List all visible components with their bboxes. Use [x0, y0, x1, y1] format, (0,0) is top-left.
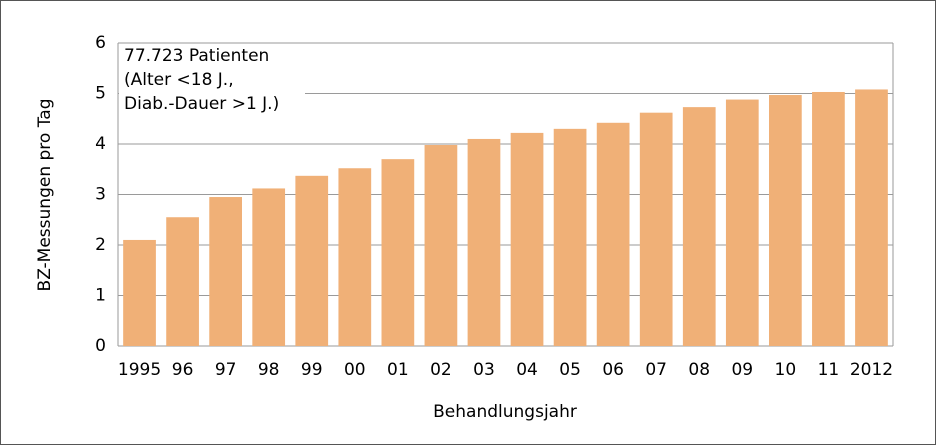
bar [252, 188, 286, 346]
bar [338, 168, 372, 346]
x-tick-label: 09 [731, 360, 753, 380]
annotation-box [119, 44, 305, 120]
y-tick-label: 2 [95, 235, 106, 255]
x-tick-label: 10 [775, 360, 797, 380]
x-tick-label: 00 [344, 360, 366, 380]
x-tick-label: 03 [473, 360, 495, 380]
x-tick-label: 04 [516, 360, 538, 380]
bar [123, 239, 156, 346]
bar [209, 197, 242, 346]
x-tick-label: 08 [688, 360, 710, 380]
y-tick-label: 5 [95, 84, 106, 104]
x-tick-label: 11 [818, 360, 840, 380]
bar [424, 145, 458, 346]
bar [166, 217, 199, 346]
x-tick-label: 05 [559, 360, 581, 380]
y-tick-label: 1 [95, 286, 106, 306]
y-tick-label: 0 [95, 336, 106, 356]
bar [295, 175, 329, 346]
x-tick-label: 1995 [118, 360, 161, 380]
annotation: Diab.-Dauer >1 J.) [124, 94, 279, 114]
x-tick-label: 99 [301, 360, 323, 380]
y-tick-label: 6 [95, 33, 106, 53]
bar [725, 99, 759, 346]
bar [682, 107, 716, 346]
bar [855, 89, 888, 347]
x-tick-label: 02 [430, 360, 452, 380]
x-axis-label: Behandlungsjahr [433, 402, 577, 422]
bar [467, 138, 501, 346]
y-tick-label: 3 [95, 185, 106, 205]
x-tick-label: 07 [645, 360, 667, 380]
bar [769, 95, 802, 346]
x-tick-label: 06 [602, 360, 624, 380]
annotation: 77.723 Patienten [124, 46, 269, 66]
y-tick-label: 4 [95, 134, 106, 154]
annotation: (Alter <18 J., [124, 70, 234, 90]
x-tick-label: 01 [387, 360, 409, 380]
x-tick-label: 2012 [850, 360, 893, 380]
bar [510, 132, 544, 346]
bar [639, 112, 673, 346]
bar [596, 122, 630, 346]
bar [812, 91, 845, 346]
bar [381, 159, 415, 346]
x-tick-label: 98 [258, 360, 280, 380]
x-tick-label: 96 [172, 360, 194, 380]
x-tick-label: 97 [215, 360, 237, 380]
bar [553, 128, 587, 346]
y-axis-label: BZ-Messungen pro Tag [35, 99, 55, 292]
